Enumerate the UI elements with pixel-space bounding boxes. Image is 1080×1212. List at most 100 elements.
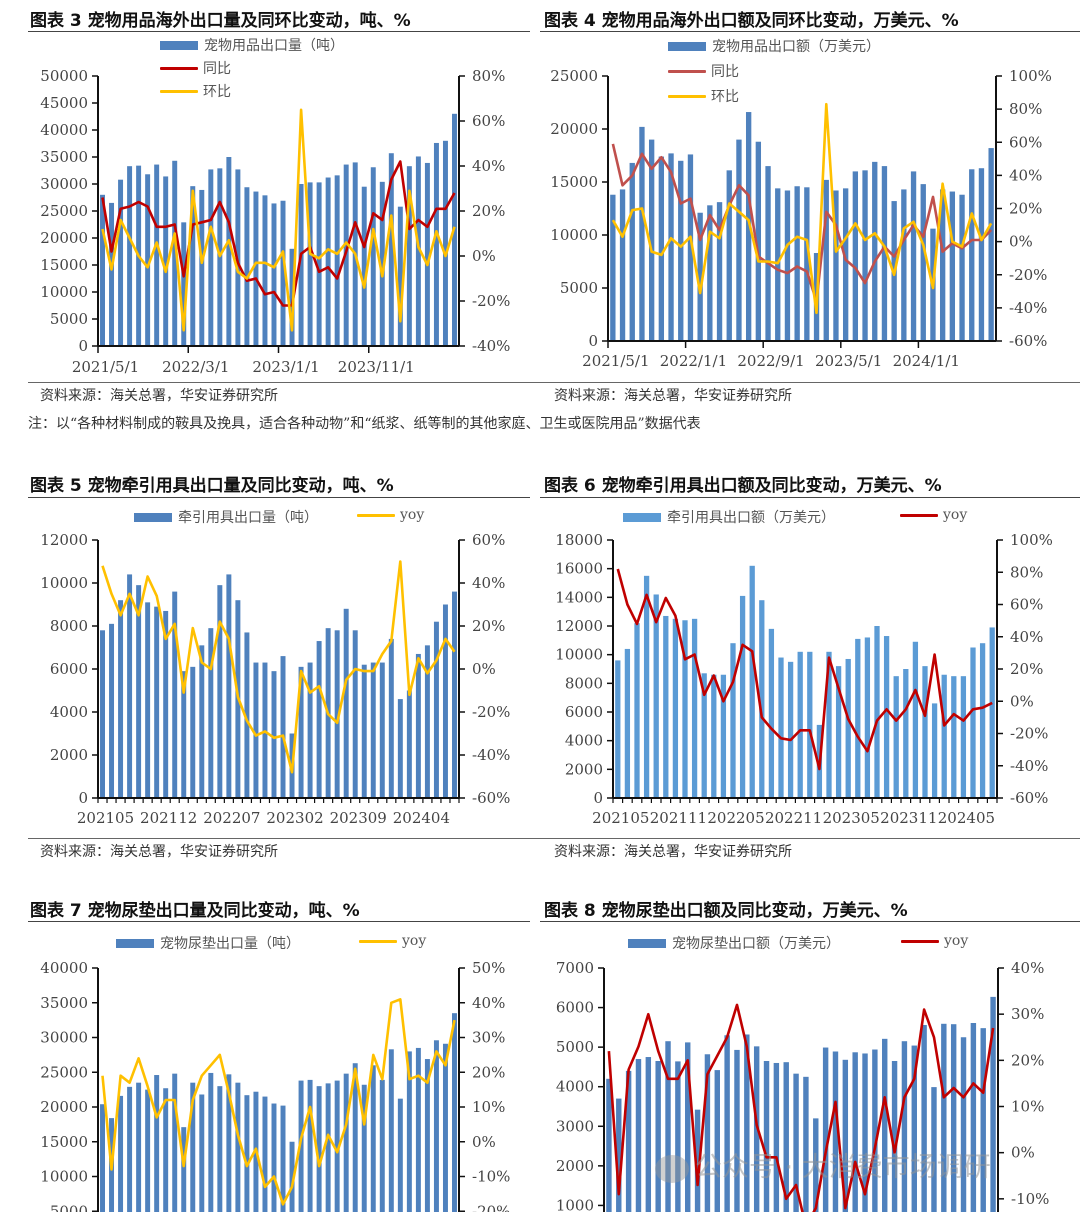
left-tick-label: 10000 [40,574,88,592]
bar [271,203,277,346]
bar [325,177,331,346]
chart-4-title: 图表 4 宠物用品海外出口额及同环比变动，万美元、% [544,11,959,31]
bar [208,1072,214,1212]
bar [624,648,631,798]
right-tick-label: 20% [1011,1051,1044,1069]
bar [911,1045,917,1212]
right-tick-label: 0% [472,1133,496,1151]
bar [720,674,727,798]
bar [910,171,917,341]
bar [903,669,909,798]
left-tick-label: 25000 [550,67,598,85]
bar [655,1060,661,1212]
bar [307,182,313,346]
right-tick-label: -10% [472,1168,510,1186]
bar [763,1060,770,1212]
right-tick-label: -40% [1010,757,1048,775]
bar [352,630,358,798]
bar [118,1095,124,1212]
left-tick-label: 12000 [555,617,603,635]
bar [845,658,851,798]
legend-label: 宠物尿垫出口量（吨） [160,936,300,952]
right-tick-label: -60% [1009,332,1047,350]
chart-4-legend-mom: 环比 [668,86,739,106]
bar [794,186,800,341]
x-tick-label: 2023/11/1 [338,358,415,376]
bar [855,638,861,798]
right-tick-label: -40% [472,746,510,764]
title-divider [28,921,530,922]
bar [921,1024,927,1212]
bar [235,1082,241,1212]
chart-4-legend-yoy: 同比 [668,61,739,81]
chart-8-legend-yoy: yoy [901,933,968,949]
x-tick-label: 2022/3/1 [162,358,229,376]
watermark: 公众号 · 大消费市场调研 [655,1145,991,1184]
chart-5-legend-yoy: yoy [357,507,424,523]
right-tick-label: -20% [472,292,510,310]
legend-label: yoy [402,933,427,949]
bar [136,585,142,798]
legend-label: 同比 [711,64,739,80]
bar [271,671,277,798]
bar [960,676,967,798]
left-tick-label: 25000 [40,1063,88,1081]
chart-5-source: 资料来源：海关总署，华安证券研究所 [40,844,278,860]
bar [388,153,394,346]
chart-6-source: 资料来源：海关总署，华安证券研究所 [554,844,792,860]
left-tick-label: 8000 [565,674,603,692]
bar [823,179,829,341]
x-tick-label: 2022/1/1 [660,352,727,370]
chart-3: 0 5000 10000 15000 20000 25000 30000 35000 40000… [40,67,510,376]
bar [163,610,169,798]
line-mom [101,108,456,332]
bar [784,190,791,341]
bar [136,1082,142,1212]
bar [226,157,232,346]
left-tick-label: 35000 [40,148,88,166]
bar [433,1040,439,1212]
bar [397,206,403,346]
bar [778,657,784,798]
bar [634,623,640,798]
bar [379,1079,385,1212]
bar [100,630,105,798]
bar [941,1023,947,1212]
right-tick-label: 80% [472,67,505,85]
left-tick-label: 8000 [50,617,88,635]
chart-6-legend-yoy: yoy [900,507,967,523]
right-tick-label: 10% [1011,1098,1044,1116]
bar [672,618,679,798]
right-tick-label: 80% [1009,100,1042,118]
x-tick-label: 202311 [880,809,937,827]
left-tick-label: 45000 [40,94,88,112]
bar [959,194,965,341]
bar [707,205,713,341]
left-tick-label: 40000 [40,959,88,977]
right-tick-label: 40% [1011,959,1044,977]
legend-swatch [134,512,172,522]
line-yoy [607,1003,995,1212]
legend-label: 同比 [203,61,231,77]
bar [280,656,286,798]
chart-8-title: 图表 8 宠物尿垫出口额及同比变动，万美元、% [544,901,908,921]
chart-6-legend-bar: 牵引用具出口额（万美元） [623,507,835,527]
right-tick-label: 0% [1010,692,1034,710]
right-tick-label: 60% [1010,596,1043,614]
left-tick-label: 5000 [560,279,598,297]
bar [172,1073,178,1212]
bar [424,162,430,346]
legend-label: 环比 [711,89,739,105]
bar [970,647,976,798]
bar [691,618,698,798]
bar [864,637,871,798]
bar [744,1034,750,1212]
bar [298,666,304,798]
bar [988,148,994,341]
bar [253,662,259,798]
left-tick-label: 15000 [550,173,598,191]
right-tick-label: 20% [1009,200,1042,218]
left-tick-label: 5000 [556,1038,594,1056]
left-tick-label: 2000 [50,746,88,764]
right-tick-label: 40% [472,574,505,592]
